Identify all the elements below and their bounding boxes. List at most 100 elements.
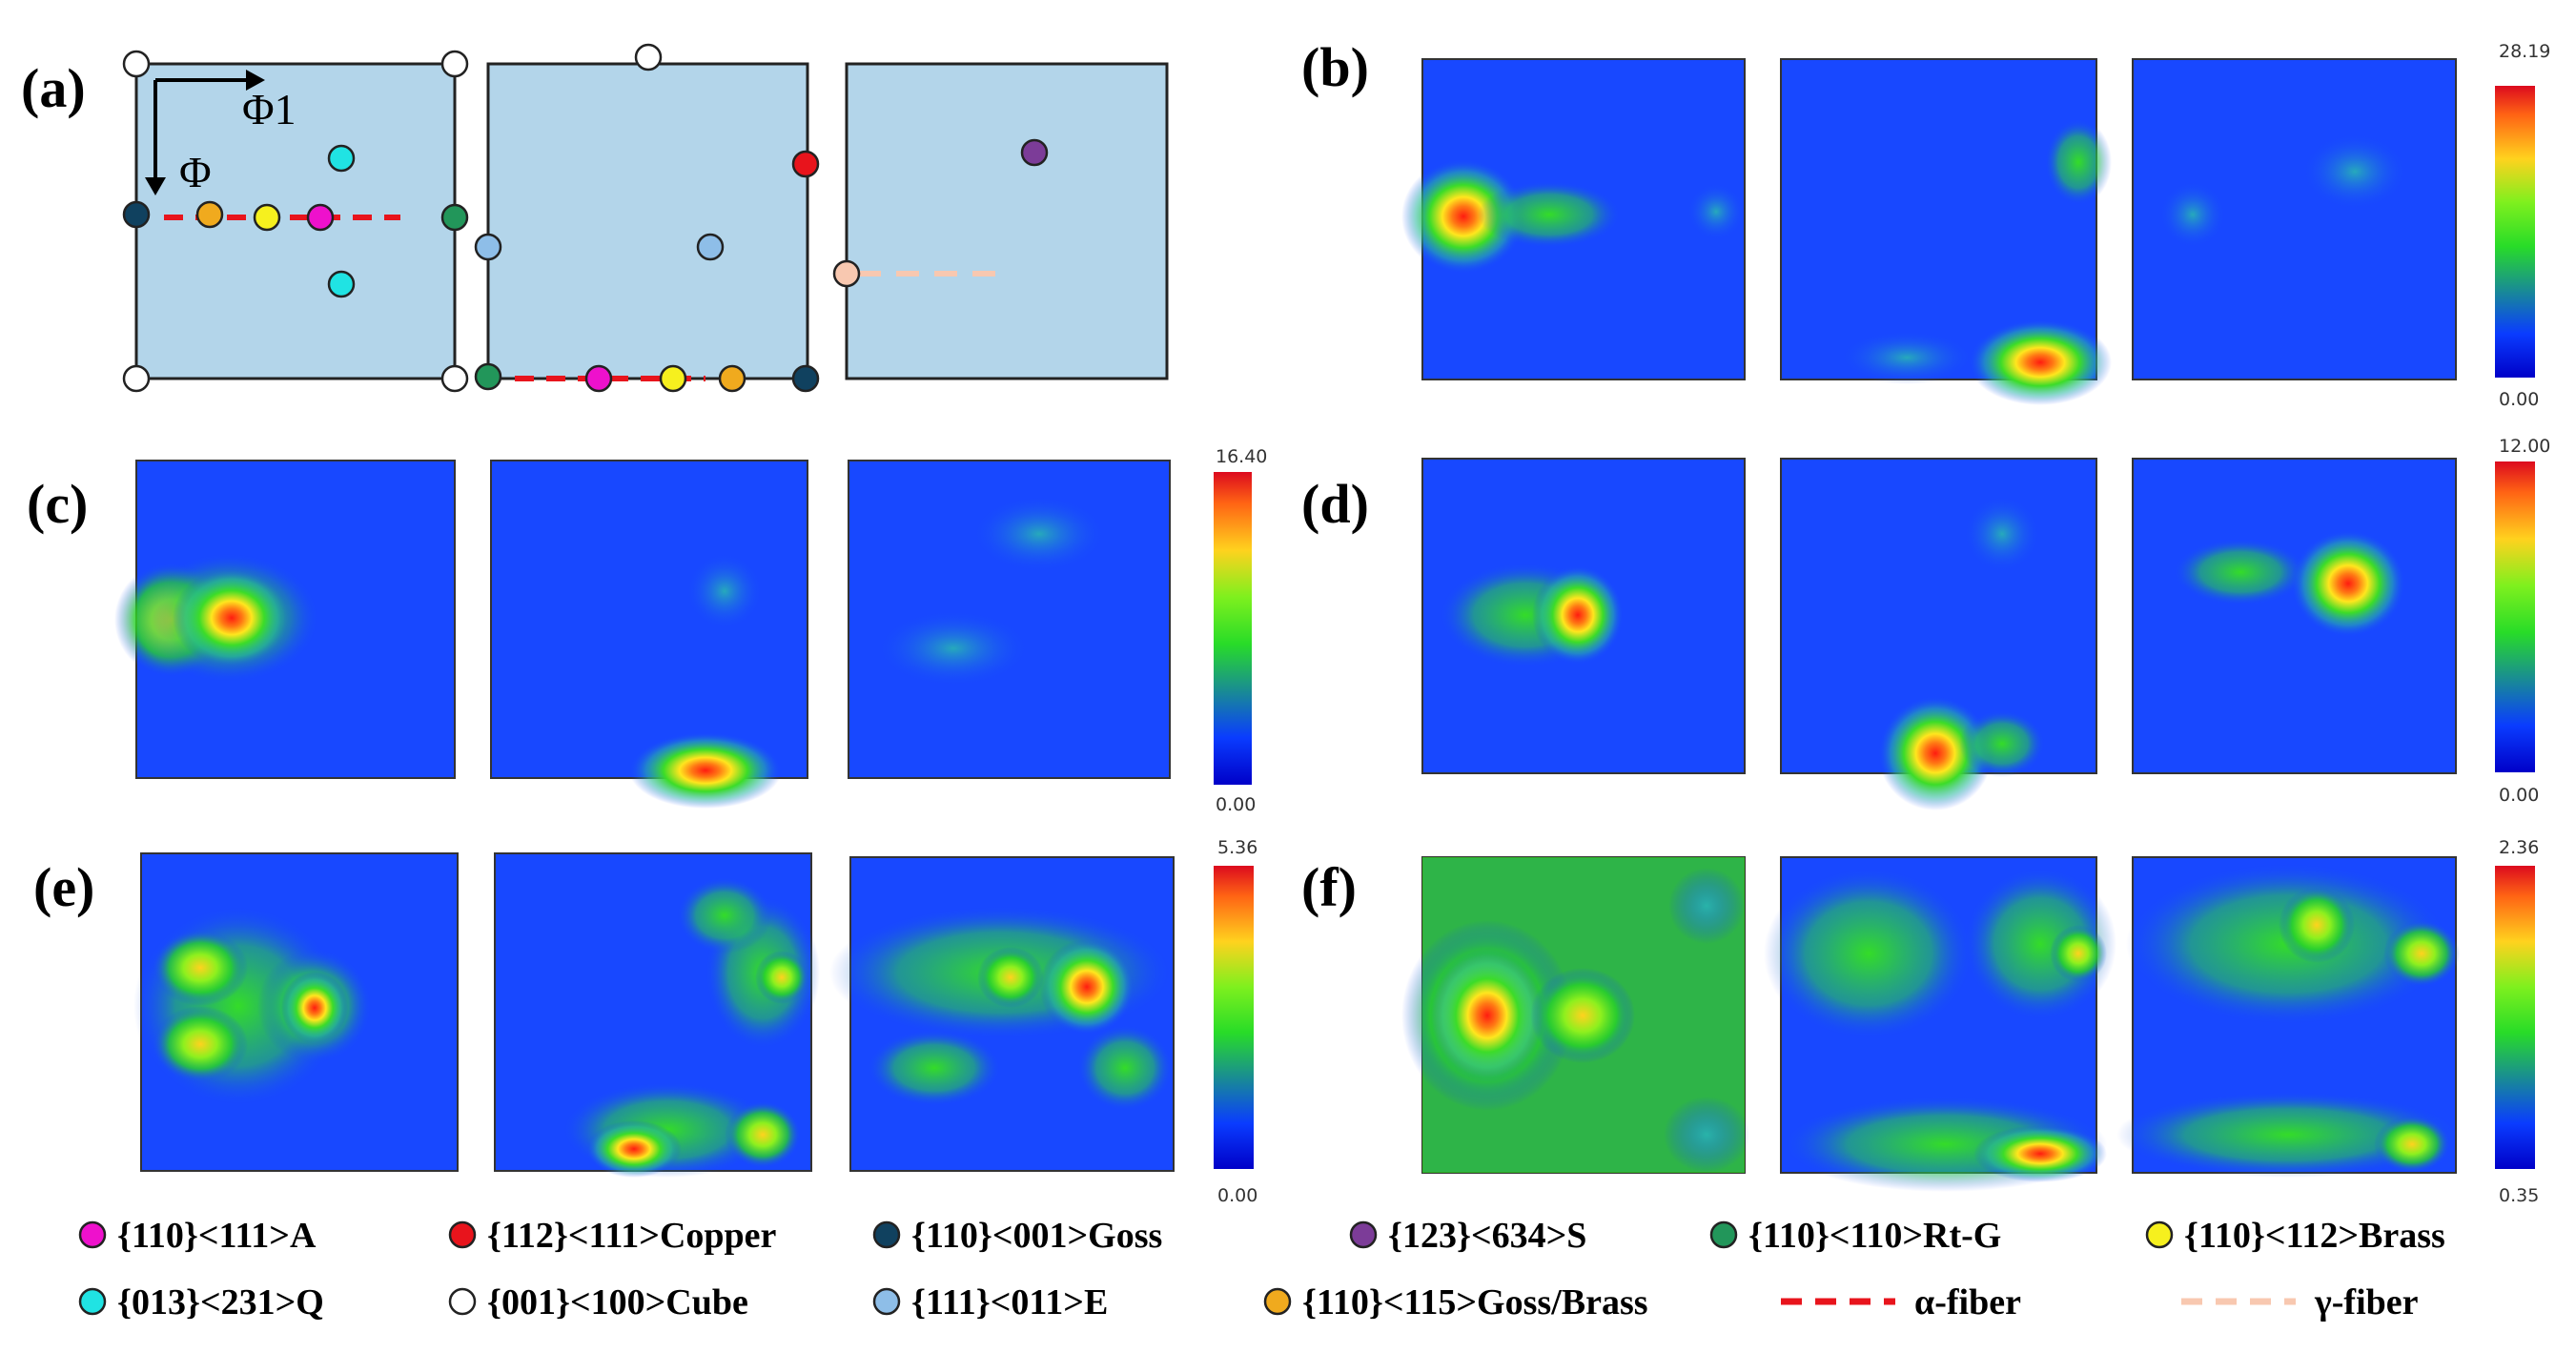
legend-marker bbox=[872, 1287, 901, 1316]
copper-marker bbox=[791, 150, 820, 178]
legend-marker bbox=[2145, 1220, 2174, 1249]
odf-map-b2 bbox=[1780, 58, 2112, 405]
goss-brass-marker bbox=[718, 364, 746, 393]
legend-item: γ-fiber bbox=[2181, 1282, 2419, 1322]
colorbar-f-max: 2.36 bbox=[2499, 837, 2539, 858]
colorbar-c-min: 0.00 bbox=[1216, 794, 1256, 815]
legend-label: {013}<231>Q bbox=[117, 1282, 324, 1322]
legend-label: {110}<001>Goss bbox=[911, 1216, 1162, 1256]
odf-section-2 bbox=[486, 62, 809, 380]
cube-marker bbox=[440, 50, 469, 78]
cube-marker bbox=[634, 43, 663, 72]
panel-label-f: (f) bbox=[1301, 856, 1357, 918]
odf-map-f2 bbox=[1764, 856, 2116, 1192]
colorbar-f-min: 0.35 bbox=[2499, 1185, 2539, 1206]
panel-f: (f) 2.36 0.35 bbox=[1301, 837, 2539, 1206]
legend-item: {111}<011>E bbox=[872, 1282, 1108, 1322]
colorbar-e-min: 0.00 bbox=[1217, 1185, 1257, 1206]
legend-label: {110}<111>A bbox=[117, 1216, 317, 1256]
legend-label: γ-fiber bbox=[2314, 1282, 2419, 1322]
q-marker bbox=[327, 270, 356, 298]
colorbar-b-max: 28.19 bbox=[2499, 41, 2550, 62]
odf-map-c3 bbox=[848, 460, 1171, 779]
legend-item: {013}<231>Q bbox=[78, 1282, 324, 1322]
panel-e: (e) 5.36 0.00 bbox=[33, 837, 1257, 1206]
panel-label-b: (b) bbox=[1301, 36, 1369, 98]
legend: {110}<111>A {112}<111>Copper {110}<001>Gos… bbox=[78, 1216, 2445, 1322]
odf-map-e1 bbox=[133, 852, 459, 1172]
s-marker bbox=[1020, 138, 1049, 167]
legend-marker bbox=[872, 1220, 901, 1249]
rt-g-marker bbox=[440, 203, 469, 232]
odf-map-d3 bbox=[2132, 458, 2457, 774]
goss-marker bbox=[122, 200, 151, 229]
legend-item: {110}<111>A bbox=[78, 1216, 317, 1256]
legend-item: {001}<100>Cube bbox=[448, 1282, 748, 1322]
colorbar-f bbox=[2495, 866, 2535, 1169]
cube-marker bbox=[122, 50, 151, 78]
legend-label: {123}<634>S bbox=[1388, 1216, 1586, 1256]
legend-marker bbox=[1349, 1220, 1378, 1249]
panel-d: (d) 12.00 0.00 bbox=[1301, 436, 2550, 810]
orientation-markers bbox=[122, 43, 1049, 393]
odf-map-c2 bbox=[490, 460, 808, 809]
colorbar-d-max: 12.00 bbox=[2499, 436, 2550, 457]
legend-item: {110}<001>Goss bbox=[872, 1216, 1162, 1256]
panel-label-c: (c) bbox=[27, 473, 88, 535]
legend-marker bbox=[1709, 1220, 1738, 1249]
legend-label: {001}<100>Cube bbox=[487, 1282, 748, 1322]
panel-b: (b) 28.19 0.00 bbox=[1301, 36, 2550, 410]
axis-arrows bbox=[145, 70, 265, 195]
legend-item: {110}<115>Goss/Brass bbox=[1263, 1282, 1648, 1322]
brass-marker bbox=[659, 364, 687, 393]
rt-g-marker bbox=[474, 362, 502, 391]
odf-map-e2 bbox=[494, 852, 820, 1178]
odf-map-c1 bbox=[114, 460, 456, 779]
legend-label: {111}<011>E bbox=[911, 1282, 1108, 1322]
odf-map-d2 bbox=[1780, 458, 2097, 810]
goss-brass-marker bbox=[195, 200, 224, 229]
colorbar-b-min: 0.00 bbox=[2499, 389, 2539, 410]
colorbar-d bbox=[2495, 461, 2535, 772]
odf-map-b3 bbox=[2132, 58, 2457, 380]
odf-map-f3 bbox=[2116, 856, 2460, 1178]
panel-label-e: (e) bbox=[33, 856, 94, 918]
colorbar-c-max: 16.40 bbox=[1216, 446, 1267, 467]
legend-label: {110}<112>Brass bbox=[2184, 1216, 2445, 1256]
colorbar-d-min: 0.00 bbox=[2499, 785, 2539, 806]
legend-label: α-fiber bbox=[1914, 1282, 2021, 1322]
legend-marker bbox=[448, 1287, 477, 1316]
legend-label: {112}<111>Copper bbox=[487, 1216, 777, 1256]
odf-section-3 bbox=[845, 62, 1169, 380]
legend-item: {112}<111>Copper bbox=[448, 1216, 777, 1256]
goss-marker bbox=[791, 364, 820, 393]
legend-marker bbox=[1263, 1287, 1292, 1316]
legend-marker bbox=[448, 1220, 477, 1249]
odf-map-e3 bbox=[829, 856, 1175, 1172]
legend-item: {110}<110>Rt-G bbox=[1709, 1216, 2001, 1256]
e-marker bbox=[474, 233, 502, 261]
brass-marker bbox=[253, 203, 281, 232]
odf-map-f1 bbox=[1401, 856, 1749, 1174]
odf-section-1 bbox=[134, 62, 457, 380]
e-marker bbox=[696, 233, 725, 261]
legend-item: {110}<112>Brass bbox=[2145, 1216, 2445, 1256]
legend-label: {110}<115>Goss/Brass bbox=[1302, 1282, 1648, 1322]
legend-label: {110}<110>Rt-G bbox=[1748, 1216, 2001, 1256]
panel-label-a: (a) bbox=[21, 57, 86, 119]
odf-map-d1 bbox=[1421, 458, 1746, 774]
colorbar-c bbox=[1214, 472, 1252, 785]
legend-item: α-fiber bbox=[1781, 1282, 2021, 1322]
panel-label-d: (d) bbox=[1301, 473, 1369, 535]
colorbar-e bbox=[1214, 866, 1254, 1169]
cube-marker bbox=[440, 364, 469, 393]
colorbar-e-max: 5.36 bbox=[1217, 837, 1257, 858]
a-marker bbox=[584, 364, 613, 393]
phi1-axis-label: Φ1 bbox=[242, 85, 296, 133]
q-marker bbox=[327, 144, 356, 173]
colorbar-b bbox=[2495, 86, 2535, 378]
panel-c: (c) 16.40 0.00 bbox=[27, 446, 1267, 815]
panel-a: (a) Φ1 Φ bbox=[21, 43, 1169, 393]
legend-item: {123}<634>S bbox=[1349, 1216, 1586, 1256]
